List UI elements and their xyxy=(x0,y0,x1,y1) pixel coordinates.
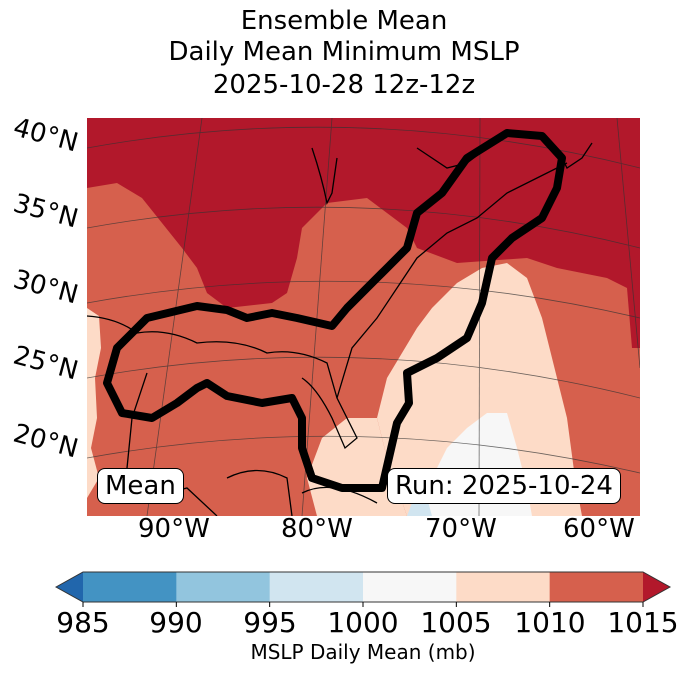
lat-label-40n: 40°N xyxy=(10,112,82,159)
colorbar-extend-high xyxy=(643,572,670,602)
lon-label-70w: 70°W xyxy=(425,514,497,544)
lon-label-60w: 60°W xyxy=(563,514,635,544)
colorbar-tick: 985 xyxy=(56,606,110,639)
colorbar-bin-1005-1010 xyxy=(456,572,551,602)
colorbar-extend-low xyxy=(56,572,83,602)
colorbar-bin-1000-1005 xyxy=(363,572,457,602)
annotation-run-date: Run: 2025-10-24 xyxy=(387,468,621,504)
lat-label-20n: 20°N xyxy=(10,418,82,465)
colorbar-tick: 1005 xyxy=(420,606,492,639)
lon-label-80w: 80°W xyxy=(281,514,353,544)
colorbar-tick: 1015 xyxy=(607,606,679,639)
map-canvas xyxy=(87,118,640,516)
map-panel: Mean Run: 2025-10-24 xyxy=(87,118,640,516)
colorbar-tick: 990 xyxy=(149,606,203,639)
lon-label-90w: 90°W xyxy=(138,514,210,544)
colorbar-label: MSLP Daily Mean (mb) xyxy=(250,640,476,664)
annotation-mean: Mean xyxy=(97,468,184,504)
graticule xyxy=(87,118,640,516)
lat-label-35n: 35°N xyxy=(10,188,82,235)
lat-label-25n: 25°N xyxy=(10,340,82,387)
title-line-1: Ensemble Mean xyxy=(240,6,448,36)
fill-region-left-edge xyxy=(87,308,101,498)
colorbar-tick: 1000 xyxy=(327,606,399,639)
colorbar xyxy=(54,571,672,607)
fill-region-1010-1015 xyxy=(87,118,640,348)
contour-line xyxy=(103,129,566,492)
colorbar-tick: 995 xyxy=(243,606,297,639)
title-line-2: Daily Mean Minimum MSLP xyxy=(168,37,520,67)
colorbar-bin-985-990 xyxy=(83,572,177,602)
colorbar-tick: 1010 xyxy=(514,606,586,639)
title-line-3: 2025-10-28 12z-12z xyxy=(212,70,476,100)
colorbar-bin-990-995 xyxy=(176,572,271,602)
lat-label-30n: 30°N xyxy=(10,264,82,311)
colorbar-bin-995-1000 xyxy=(269,572,364,602)
colorbar-bin-1010-1015 xyxy=(549,572,644,602)
